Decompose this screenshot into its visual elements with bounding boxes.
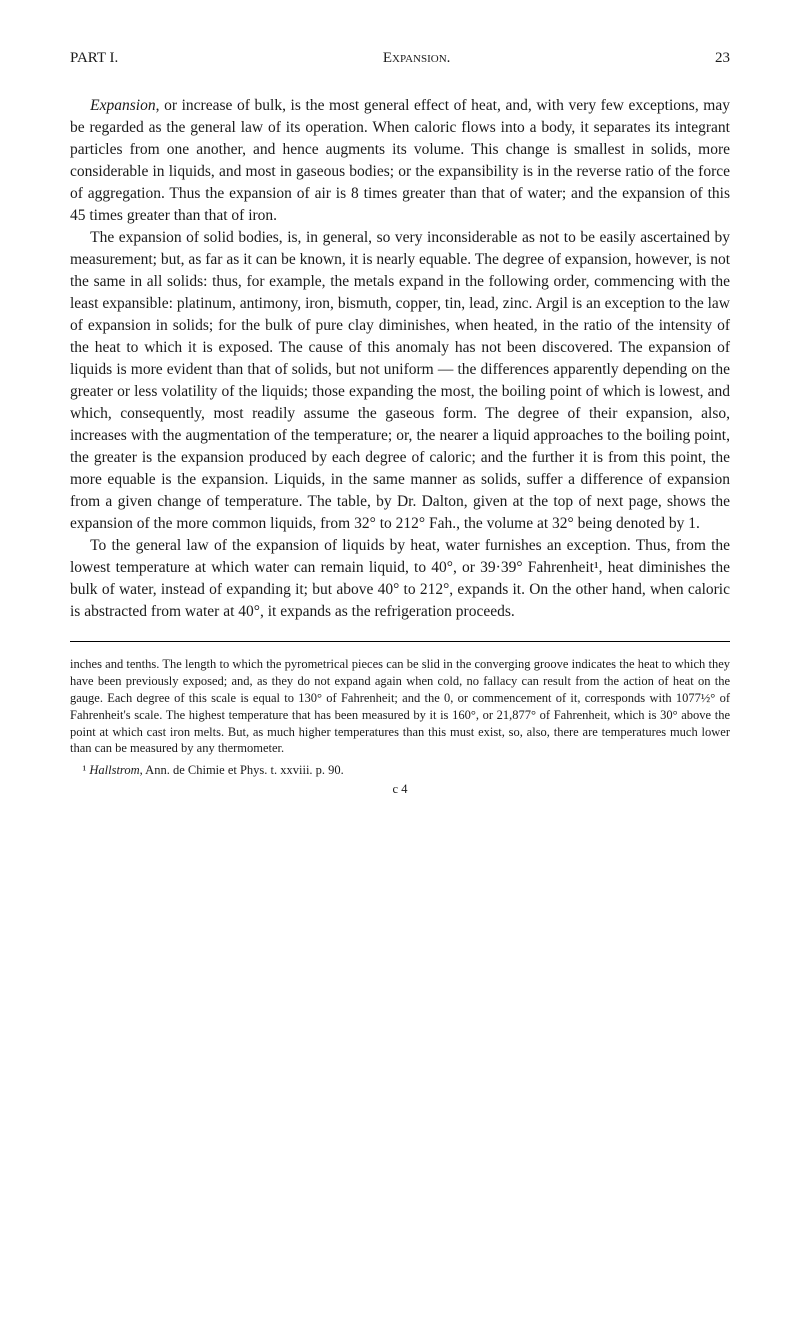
lead-word: Expansion <box>90 97 155 114</box>
page-header: PART I. Expansion. 23 <box>70 50 730 67</box>
header-part: PART I. <box>70 50 118 67</box>
signature-mark: c 4 <box>70 782 730 797</box>
footnote-block: inches and tenths. The length to which t… <box>70 656 730 757</box>
body-text: Expansion, or increase of bulk, is the m… <box>70 95 730 623</box>
header-page-number: 23 <box>715 50 730 67</box>
citation-author: Hallstrom <box>89 763 139 777</box>
citation-rest: , Ann. de Chimie et Phys. t. xxviii. p. … <box>140 763 344 777</box>
footnote-divider <box>70 641 730 642</box>
paragraph-2: The expansion of solid bodies, is, in ge… <box>70 227 730 535</box>
header-title: Expansion. <box>383 50 451 67</box>
citation: ¹ Hallstrom, Ann. de Chimie et Phys. t. … <box>70 763 730 778</box>
paragraph-3: To the general law of the expansion of l… <box>70 535 730 623</box>
footnote-text: inches and tenths. The length to which t… <box>70 656 730 757</box>
paragraph-1: Expansion, or increase of bulk, is the m… <box>70 95 730 227</box>
paragraph-1-text: , or increase of bulk, is the most gener… <box>70 97 730 224</box>
